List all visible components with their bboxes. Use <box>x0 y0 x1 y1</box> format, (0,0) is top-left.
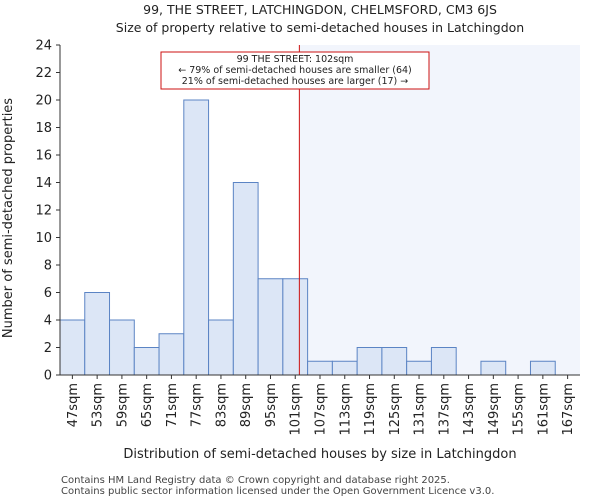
x-tick-label: 53sqm <box>91 383 106 427</box>
annotation-line-2: ← 79% of semi-detached houses are smalle… <box>178 65 412 76</box>
x-tick-label: 83sqm <box>214 383 229 427</box>
x-tick-label: 149sqm <box>487 383 502 436</box>
x-tick-label: 89sqm <box>239 383 254 427</box>
histogram-bar <box>232 182 259 376</box>
histogram-bar <box>282 278 309 376</box>
histogram-bar <box>109 319 135 376</box>
y-tick-label: 16 <box>35 149 52 164</box>
histogram-bar <box>158 333 185 376</box>
x-tick-label: 161sqm <box>536 383 551 436</box>
y-tick-label: 10 <box>35 231 52 246</box>
histogram-bar <box>480 360 507 376</box>
y-tick-label: 20 <box>35 94 52 109</box>
x-tick-label: 113sqm <box>338 383 353 436</box>
y-tick-label: 14 <box>35 176 52 191</box>
histogram-bar <box>529 360 556 376</box>
x-tick-label: 155sqm <box>512 383 527 436</box>
y-tick-label: 8 <box>44 259 52 274</box>
histogram-bar <box>331 360 358 376</box>
histogram-bar <box>59 319 86 376</box>
footer-line-1: Contains HM Land Registry data © Crown c… <box>61 475 450 486</box>
y-tick-label: 22 <box>35 66 52 81</box>
histogram-bar <box>183 99 210 376</box>
x-tick-label: 59sqm <box>115 383 130 427</box>
x-tick-label: 77sqm <box>190 383 205 427</box>
histogram-bar <box>381 347 408 376</box>
x-tick-label: 143sqm <box>462 383 477 436</box>
y-tick-label: 6 <box>44 286 52 301</box>
x-tick-label: 65sqm <box>140 383 155 427</box>
histogram-bar <box>257 278 284 376</box>
histogram-bar <box>307 360 333 376</box>
x-tick-label: 95sqm <box>264 383 279 427</box>
y-tick-label: 18 <box>35 121 52 136</box>
chart-title-line-1: 99, THE STREET, LATCHINGDON, CHELMSFORD,… <box>143 2 497 17</box>
larger-region-shade <box>299 45 580 375</box>
x-tick-label: 167sqm <box>561 383 576 436</box>
x-tick-label: 137sqm <box>437 383 452 436</box>
histogram-bar <box>406 360 432 376</box>
y-axis-label: Number of semi-detached properties <box>1 98 16 338</box>
x-tick-label: 125sqm <box>388 383 403 436</box>
y-tick-label: 12 <box>35 204 52 219</box>
y-tick-label: 24 <box>35 39 52 54</box>
y-tick-label: 2 <box>44 341 52 356</box>
histogram-bar <box>208 319 234 376</box>
x-tick-label: 47sqm <box>66 383 81 427</box>
histogram-bar <box>133 347 160 376</box>
y-tick-label: 0 <box>44 369 52 384</box>
annotation-line-1: 99 THE STREET: 102sqm <box>237 54 354 65</box>
x-tick-label: 101sqm <box>289 383 304 436</box>
annotation-box: 99 THE STREET: 102sqm ← 79% of semi-deta… <box>160 51 430 90</box>
histogram-bar <box>84 292 111 376</box>
histogram-bar <box>430 347 457 376</box>
histogram-bar <box>356 347 383 376</box>
x-tick-label: 71sqm <box>165 383 180 427</box>
y-tick-label: 4 <box>44 314 52 329</box>
x-tick-label: 107sqm <box>314 383 329 436</box>
chart-title-line-2: Size of property relative to semi-detach… <box>116 20 524 35</box>
footer-line-2: Contains public sector information licen… <box>61 486 494 497</box>
annotation-border <box>160 51 430 90</box>
x-axis-label: Distribution of semi-detached houses by … <box>123 447 516 462</box>
annotation-line-3: 21% of semi-detached houses are larger (… <box>182 76 409 87</box>
x-tick-label: 131sqm <box>413 383 428 436</box>
x-tick-label: 119sqm <box>363 383 378 436</box>
